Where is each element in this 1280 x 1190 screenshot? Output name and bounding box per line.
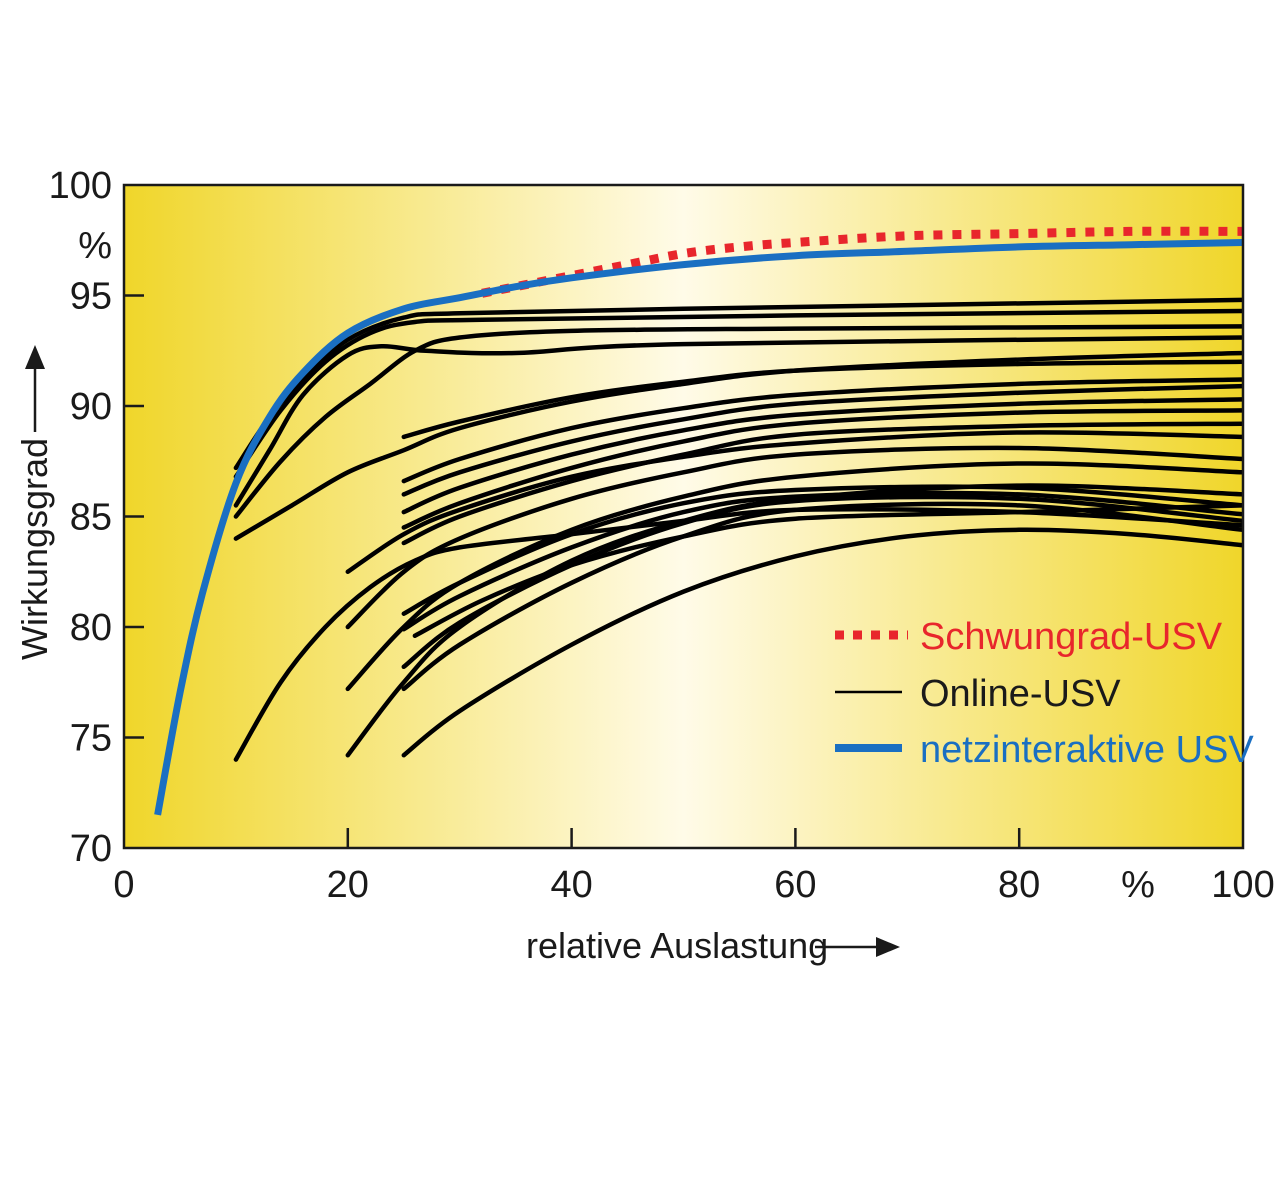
legend: Schwungrad-USV Online-USV netzinteraktiv… [835, 616, 1254, 771]
x-axis-title: relative Auslastung [526, 925, 828, 966]
y-tick-label: 85 [70, 497, 112, 539]
y-tick-label: 95 [70, 276, 112, 318]
x-tick-label: 60 [774, 864, 816, 906]
online-usv-curve-21 [401, 527, 1243, 758]
online-usv-curve-3 [233, 335, 1243, 508]
y-tick-label: 70 [70, 828, 112, 870]
online-usv-curve-17 [401, 490, 1243, 632]
x-tick-label: 80 [998, 864, 1040, 906]
x-unit-label: % [1121, 864, 1155, 906]
online-usv-curve-19 [401, 501, 1243, 692]
netzinteraktive-usv-line [154, 239, 1243, 816]
legend-label-netzinteraktiv: netzinteraktive USV [920, 729, 1254, 771]
y-tick-label: 90 [70, 386, 112, 428]
online-usv-curve-12 [345, 430, 1243, 575]
x-tick-label: 40 [550, 864, 592, 906]
online-usv-curve-5 [233, 350, 1243, 541]
y-tick-label: 80 [70, 607, 112, 649]
y-axis-ticks: 70 75 80 85 90 95 100 [49, 165, 144, 870]
legend-item-online: Online-USV [835, 673, 1121, 715]
y-axis-title: Wirkungsgrad [14, 438, 55, 660]
y-unit-label: % [78, 225, 112, 267]
legend-item-netzinteraktiv: netzinteraktive USV [835, 729, 1254, 771]
x-axis-arrow [815, 937, 900, 957]
legend-label-schwungrad: Schwungrad-USV [920, 616, 1223, 658]
y-tick-label: 75 [70, 718, 112, 760]
online-usv-curve-10 [401, 408, 1243, 530]
schwungrad-usv-line [481, 226, 1243, 298]
y-axis-arrow [25, 345, 45, 432]
x-tick-label: 20 [327, 864, 369, 906]
x-axis-ticks: 0 20 40 60 80 100 [113, 828, 1275, 906]
legend-label-online: Online-USV [920, 673, 1121, 715]
online-usv-curve-9 [401, 397, 1243, 515]
y-tick-label: 100 [49, 165, 112, 207]
plot-background [124, 185, 1243, 848]
online-usv-curve-6 [401, 359, 1243, 440]
online-usv-curve-7 [401, 377, 1243, 484]
online-usv-curve-8 [401, 383, 1243, 497]
online-usv-curve-2 [233, 308, 1243, 479]
legend-item-schwungrad: Schwungrad-USV [835, 616, 1223, 658]
x-tick-label: 0 [113, 864, 134, 906]
online-usv-curve-4 [233, 324, 1243, 519]
online-usv-curve-20 [233, 506, 1243, 762]
x-tick-label: 100 [1211, 864, 1274, 906]
online-usv-curve-14 [345, 461, 1243, 692]
online-usv-curve-22 [412, 503, 1243, 639]
online-usv-curve-11 [401, 421, 1243, 546]
curves-group [154, 226, 1243, 816]
online-usv-curve-16 [401, 484, 1243, 616]
online-usv-curve-18 [401, 494, 1243, 670]
